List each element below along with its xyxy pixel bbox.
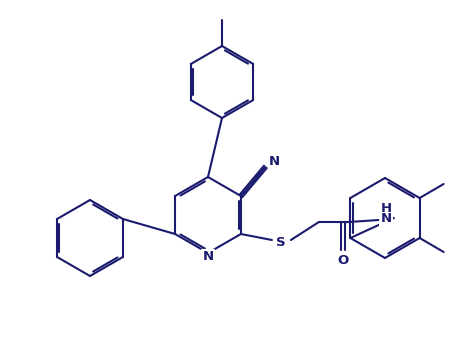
Text: N: N xyxy=(268,155,279,168)
Text: S: S xyxy=(276,236,285,248)
Text: H: H xyxy=(379,202,391,214)
Text: N: N xyxy=(202,251,213,263)
Text: N: N xyxy=(379,212,391,225)
Text: O: O xyxy=(336,254,348,266)
